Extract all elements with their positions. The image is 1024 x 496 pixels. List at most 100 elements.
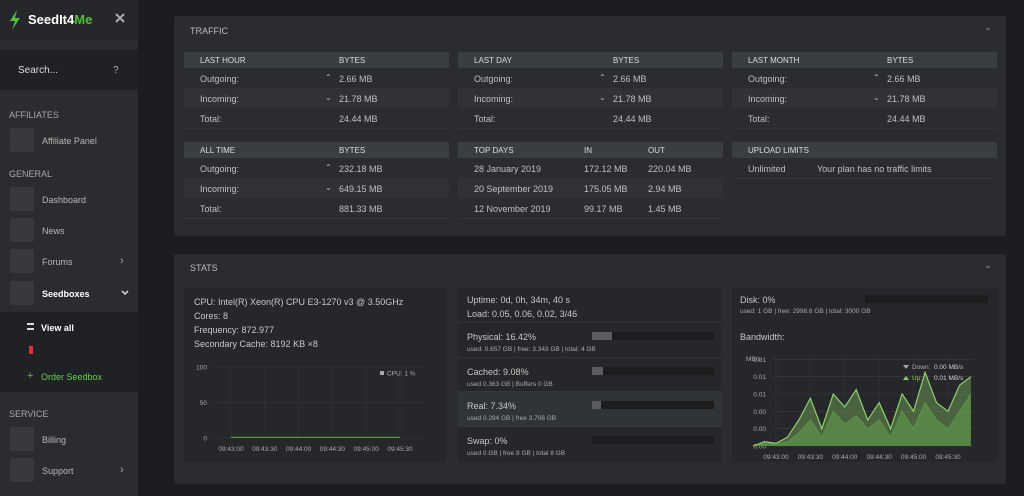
meter-row — [458, 356, 722, 392]
search-placeholder: Search... — [18, 65, 59, 76]
x-tick-label: 09:43:00 — [218, 446, 244, 453]
legend-value: 0.00 MB/s — [934, 364, 964, 371]
meter-label: Swap: 0% — [467, 436, 508, 446]
table-cell: 2.66 MB — [613, 74, 647, 84]
icon — [10, 427, 34, 451]
table-header: BYTES — [887, 56, 914, 65]
nav-item[interactable]: Dashboard — [42, 195, 87, 205]
meter-name: Swap: — [467, 435, 493, 446]
x-tick-label: 09:45:00 — [901, 454, 927, 461]
series-line — [752, 393, 972, 447]
nav-item[interactable]: Forums — [42, 257, 73, 267]
table-cell: 175.05 MB — [584, 184, 628, 194]
table-cell: 21.78 MB — [339, 94, 378, 104]
table-header: TOP DAYS — [474, 146, 514, 155]
x-tick-label: 09:45:00 — [354, 446, 380, 453]
table-header-bg — [458, 142, 723, 158]
table-header: BYTES — [339, 146, 366, 155]
arrow: ⌃ — [325, 73, 332, 82]
table-cell: Unlimited — [748, 164, 786, 174]
meter-detail: used 0.294 GB | free 3.706 GB — [467, 415, 557, 422]
legend-value: 0.01 MB/s — [934, 375, 964, 382]
meter-name: Physical: — [467, 332, 504, 342]
nav-item[interactable]: News — [42, 226, 65, 236]
table-cell: 649.15 MB — [339, 184, 383, 194]
brand: SeedIt4Me — [28, 12, 92, 27]
meter-fill — [592, 366, 604, 375]
section-label: AFFILIATES — [9, 110, 59, 120]
table-row — [458, 198, 723, 219]
table-cell: 2.66 MB — [887, 74, 921, 84]
table-cell: Outgoing: — [748, 74, 788, 84]
area — [753, 372, 971, 446]
search-box[interactable] — [0, 50, 138, 90]
table-header: LAST MONTH — [748, 56, 800, 65]
table-cell: Outgoing: — [200, 74, 240, 84]
nav-item[interactable]: View all — [41, 323, 74, 333]
disk-name: Disk: — [740, 295, 760, 305]
nav-item[interactable]: Support — [42, 466, 74, 476]
help[interactable]: ? — [113, 65, 119, 76]
arrow: ⌃ — [873, 73, 880, 82]
brand-bar — [0, 0, 138, 40]
nav-item[interactable]: Order Seedbox — [41, 372, 103, 382]
y-axis-label: MB/s — [746, 356, 762, 363]
meter-track — [592, 435, 714, 444]
stats-box — [458, 288, 722, 462]
meter-track — [592, 401, 714, 409]
table-header: IN — [584, 146, 592, 155]
table-header-bg — [184, 142, 449, 158]
meter-detail: used: 0.657 GB | free: 3.343 GB | total:… — [467, 346, 596, 353]
close-icon[interactable] — [115, 13, 125, 23]
table-cell: Outgoing: — [474, 74, 514, 84]
table-cell: 24.44 MB — [339, 114, 378, 124]
nav-item[interactable]: Billing — [42, 435, 67, 445]
memory-info: Load: 0.05, 0.06, 0.02, 3/46 — [467, 309, 578, 319]
meter-value: 9.08% — [503, 366, 529, 377]
table-header-bg — [458, 52, 723, 68]
table-cell: 172.12 MB — [584, 164, 628, 174]
nav-item[interactable]: Seedboxes — [42, 289, 90, 299]
legend-label: Down: — [912, 364, 931, 371]
legend-marker — [903, 365, 909, 369]
legend-label: Up: — [912, 375, 922, 382]
cpu-info: CPU: Intel(R) Xeon(R) CPU E3-1270 v3 @ 3… — [194, 297, 404, 307]
cpu-info: Cores: 8 — [194, 311, 229, 321]
cpu-info: Secondary Cache: 8192 KB ×8 — [194, 339, 318, 349]
x-tick-label: 09:43:00 — [763, 454, 789, 461]
section-label: GENERAL — [9, 169, 53, 179]
collapse[interactable]: ⌄ — [984, 260, 992, 270]
panel-title: TRAFFIC — [190, 26, 228, 36]
icon — [29, 346, 33, 354]
table-header: BYTES — [339, 56, 366, 65]
arrow: ⌄ — [873, 93, 880, 102]
table-row — [732, 108, 997, 129]
table-cell: Total: — [200, 114, 222, 124]
table-cell: Total: — [200, 204, 222, 214]
meter-row — [458, 425, 722, 461]
meter-detail: used 0 GB | free 8 GB | total 8 GB — [467, 449, 566, 457]
memory-info: Uptime: 0d, 0h, 34m, 40 s — [467, 295, 571, 305]
x-tick-label: 09:45:30 — [387, 446, 413, 453]
meter-value: 16.42% — [505, 332, 537, 342]
legend-swatch — [380, 371, 384, 375]
legend-label: CPU: 1 % — [387, 371, 416, 378]
table-cell: 881.33 MB — [339, 204, 383, 214]
meter-label: Cached: 9.08% — [467, 367, 529, 377]
x-tick-label: 09:44:30 — [867, 454, 893, 461]
legend-marker — [903, 376, 909, 380]
collapse[interactable]: ⌄ — [984, 22, 992, 32]
table-cell: Incoming: — [748, 94, 788, 104]
table-cell: 99.17 MB — [584, 204, 623, 214]
table-cell: Incoming: — [474, 94, 514, 104]
meter-value: 7.34% — [490, 401, 517, 411]
table-cell: 12 November 2019 — [474, 204, 551, 214]
arrow: ⌃ — [325, 163, 332, 172]
nav-item[interactable]: Affiliate Panel — [42, 136, 97, 146]
table-cell: 24.44 MB — [613, 114, 652, 124]
x-tick-label: 09:43:30 — [252, 446, 278, 453]
table-row — [732, 158, 997, 179]
y-tick-label: 100 — [196, 365, 207, 372]
table-row — [184, 198, 449, 219]
